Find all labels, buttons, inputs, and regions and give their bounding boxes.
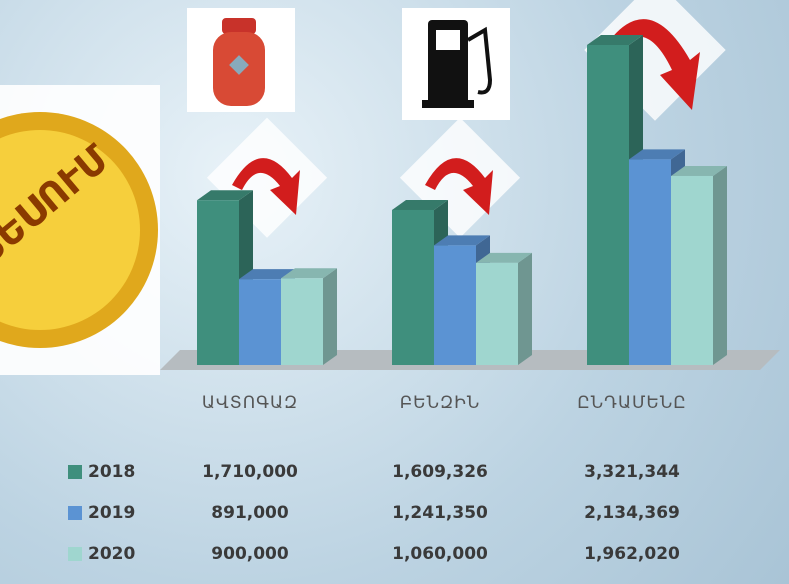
bar-side [323, 268, 337, 365]
bar-front [434, 245, 476, 365]
legend-item: 2020 [68, 544, 135, 564]
bar-front [281, 278, 323, 365]
value-label: 1,962,020 [562, 544, 702, 564]
bar [281, 268, 337, 365]
legend-item: 2018 [68, 462, 135, 482]
bar-front [197, 200, 239, 365]
page: ՏԵՍՈՒՄ ԱՎՏՈԳԱԶ ԲԵՆԶԻՆ ԸՆԴԱՄԵՆԸ 2018 1,710,00… [0, 0, 789, 584]
value-label: 891,000 [180, 503, 320, 523]
bar-front [587, 45, 629, 365]
legend-label: 2019 [88, 503, 135, 523]
value-label: 1,609,326 [370, 462, 510, 482]
legend-label: 2020 [88, 544, 135, 564]
badge: ՏԵՍՈՒՄ [0, 85, 160, 375]
legend-swatch [68, 547, 82, 561]
gas-icon [187, 8, 295, 112]
chart: ՏԵՍՈՒՄ [0, 0, 789, 584]
bar-front [476, 263, 518, 365]
category-label: ԸՆԴԱՄԵՆԸ [573, 388, 691, 418]
legend-item: 2019 [68, 503, 135, 523]
category-label: ԲԵՆԶԻՆ [381, 388, 499, 418]
bar [476, 253, 532, 365]
pump-icon [402, 8, 510, 120]
value-label: 1,241,350 [370, 503, 510, 523]
legend-swatch [68, 506, 82, 520]
bar [671, 166, 727, 365]
bar-front [629, 159, 671, 365]
value-label: 2,134,369 [562, 503, 702, 523]
bar-side [518, 253, 532, 365]
legend-swatch [68, 465, 82, 479]
value-label: 900,000 [180, 544, 320, 564]
category-label: ԱՎՏՈԳԱԶ [191, 388, 309, 418]
bar-front [239, 279, 281, 365]
value-label: 3,321,344 [562, 462, 702, 482]
legend-label: 2018 [88, 462, 135, 482]
bar-front [392, 210, 434, 365]
bar-front [671, 176, 713, 365]
bar-side [713, 166, 727, 365]
value-label: 1,060,000 [370, 544, 510, 564]
value-label: 1,710,000 [180, 462, 320, 482]
